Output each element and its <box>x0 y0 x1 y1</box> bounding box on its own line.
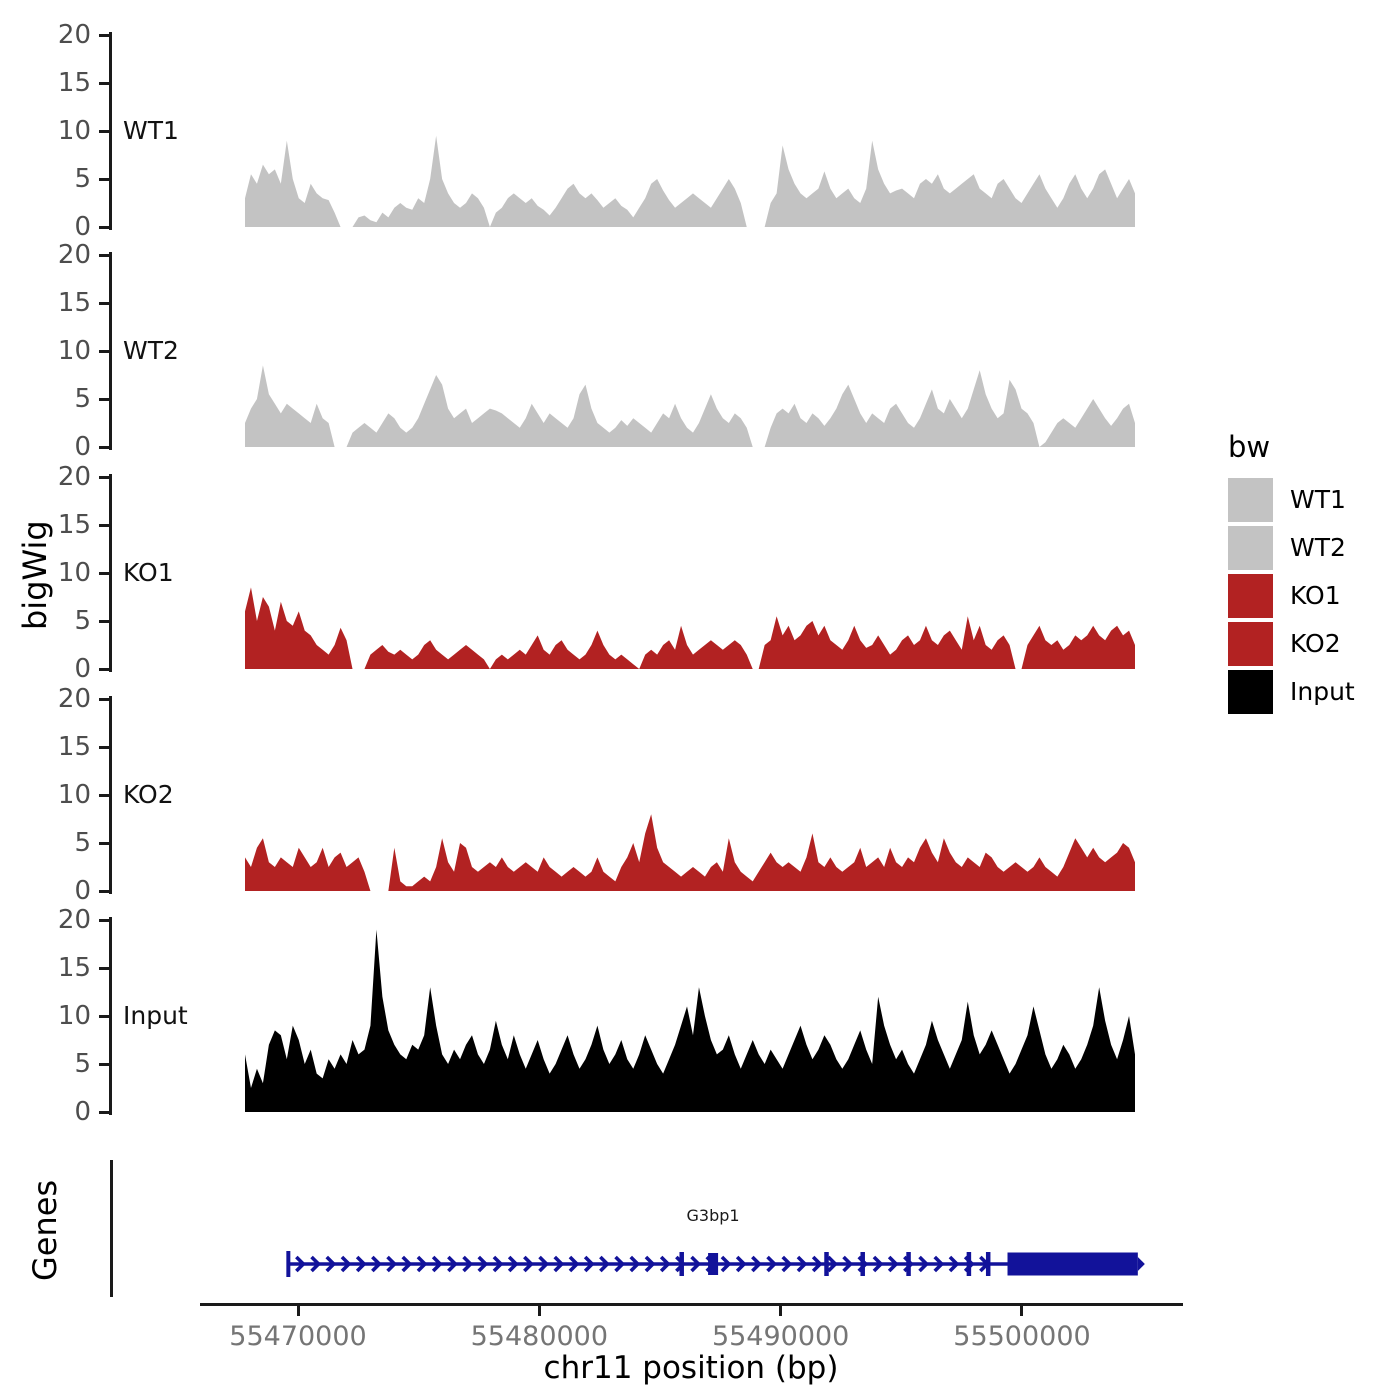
y-axis-tick <box>99 177 109 181</box>
x-axis-tick-label: 55470000 <box>229 1321 367 1352</box>
legend-label: KO2 <box>1290 629 1341 658</box>
legend-label: Input <box>1290 677 1355 706</box>
track-area-KO1 <box>245 587 1135 669</box>
track-area-KO2 <box>245 814 1135 891</box>
legend-key-Input <box>1228 670 1273 714</box>
track-y-axis-line <box>109 32 112 230</box>
y-axis-tick <box>99 349 109 353</box>
y-axis-tick-label: 0 <box>74 654 91 684</box>
y-axis-tick <box>99 793 109 797</box>
y-axis-tick-label: 20 <box>57 240 91 270</box>
y-axis-tick-label: 15 <box>57 510 91 540</box>
y-axis-tick-label: 5 <box>74 1049 91 1079</box>
track-label: KO2 <box>123 780 174 809</box>
y-axis-tick-label: 0 <box>74 1097 91 1127</box>
y-axis-tick-label: 5 <box>74 384 91 414</box>
x-axis-tick-label: 55480000 <box>470 1321 609 1352</box>
y-axis-tick-label: 10 <box>57 1001 91 1031</box>
y-axis-tick-label: 10 <box>57 780 91 810</box>
track-y-axis-line <box>109 252 112 450</box>
y-axis-tick-label: 15 <box>57 732 91 762</box>
track-y-axis-line <box>109 474 112 672</box>
y-axis-tick <box>99 667 109 671</box>
y-axis-tick-label: 20 <box>57 462 91 492</box>
x-axis-tick <box>779 1306 783 1316</box>
y-axis-tick <box>99 81 109 85</box>
track-label: Input <box>123 1001 188 1030</box>
y-axis-tick-label: 20 <box>57 905 91 935</box>
y-axis-tick <box>99 475 109 479</box>
y-axis-tick-label: 5 <box>74 828 91 858</box>
y-axis-tick <box>99 1062 109 1066</box>
y-axis-tick <box>99 523 109 527</box>
track-y-axis-line <box>109 696 112 894</box>
y-axis-tick-label: 10 <box>57 558 91 588</box>
track-label: WT1 <box>123 116 179 145</box>
track-label: WT2 <box>123 336 179 365</box>
y-axis-tick-label: 0 <box>74 212 91 242</box>
x-axis-tick <box>296 1306 300 1316</box>
legend-key-KO1 <box>1228 574 1273 618</box>
x-axis-tick <box>1020 1306 1024 1316</box>
y-axis-tick <box>99 301 109 305</box>
y-axis-tick-label: 0 <box>74 432 91 462</box>
y-axis-tick <box>99 253 109 257</box>
track-label: KO1 <box>123 558 174 587</box>
x-axis-tick <box>537 1306 541 1316</box>
legend-label: WT2 <box>1290 533 1346 562</box>
legend-key-WT2 <box>1228 526 1273 570</box>
y-axis-tick <box>99 225 109 229</box>
y-axis-tick <box>99 841 109 845</box>
legend-label: WT1 <box>1290 485 1346 514</box>
y-axis-tick <box>99 571 109 575</box>
y-axis-tick <box>99 918 109 922</box>
track-y-axis-line <box>109 917 112 1115</box>
gene-model-G3bp1 <box>286 1251 1145 1277</box>
track-area-WT2 <box>245 365 1135 447</box>
y-axis-tick <box>99 619 109 623</box>
y-axis-tick-label: 0 <box>74 876 91 906</box>
x-axis-line <box>200 1303 1183 1306</box>
legend-key-KO2 <box>1228 622 1273 666</box>
y-axis-tick <box>99 745 109 749</box>
legend-key-WT1 <box>1228 478 1273 522</box>
y-axis-tick-label: 15 <box>57 68 91 98</box>
track-area-WT1 <box>245 135 1135 227</box>
y-axis-tick <box>99 129 109 133</box>
y-axis-tick <box>99 889 109 893</box>
x-axis-tick-label: 55500000 <box>953 1321 1091 1352</box>
y-axis-tick <box>99 966 109 970</box>
y-axis-tick-label: 15 <box>57 953 91 983</box>
y-axis-tick-label: 5 <box>74 164 91 194</box>
genes-y-axis-line <box>110 1160 113 1297</box>
track-area-Input <box>245 929 1135 1112</box>
gene-name-label: G3bp1 <box>686 1206 740 1225</box>
y-axis-tick <box>99 1110 109 1114</box>
y-axis-tick-label: 10 <box>57 116 91 146</box>
y-axis-tick <box>99 1014 109 1018</box>
y-axis-tick-label: 10 <box>57 336 91 366</box>
y-axis-tick <box>99 33 109 37</box>
y-axis-tick-label: 20 <box>57 684 91 714</box>
y-axis-tick <box>99 697 109 701</box>
x-axis-tick-label: 55490000 <box>711 1321 850 1352</box>
y-axis-tick-label: 5 <box>74 606 91 636</box>
x-axis-title: chr11 position (bp) <box>543 1350 839 1386</box>
y-axis-tick <box>99 397 109 401</box>
legend-title: bw <box>1228 430 1271 464</box>
y-axis-tick <box>99 445 109 449</box>
legend-label: KO1 <box>1290 581 1341 610</box>
y-axis-tick-label: 20 <box>57 20 91 50</box>
y-axis-tick-label: 15 <box>57 288 91 318</box>
